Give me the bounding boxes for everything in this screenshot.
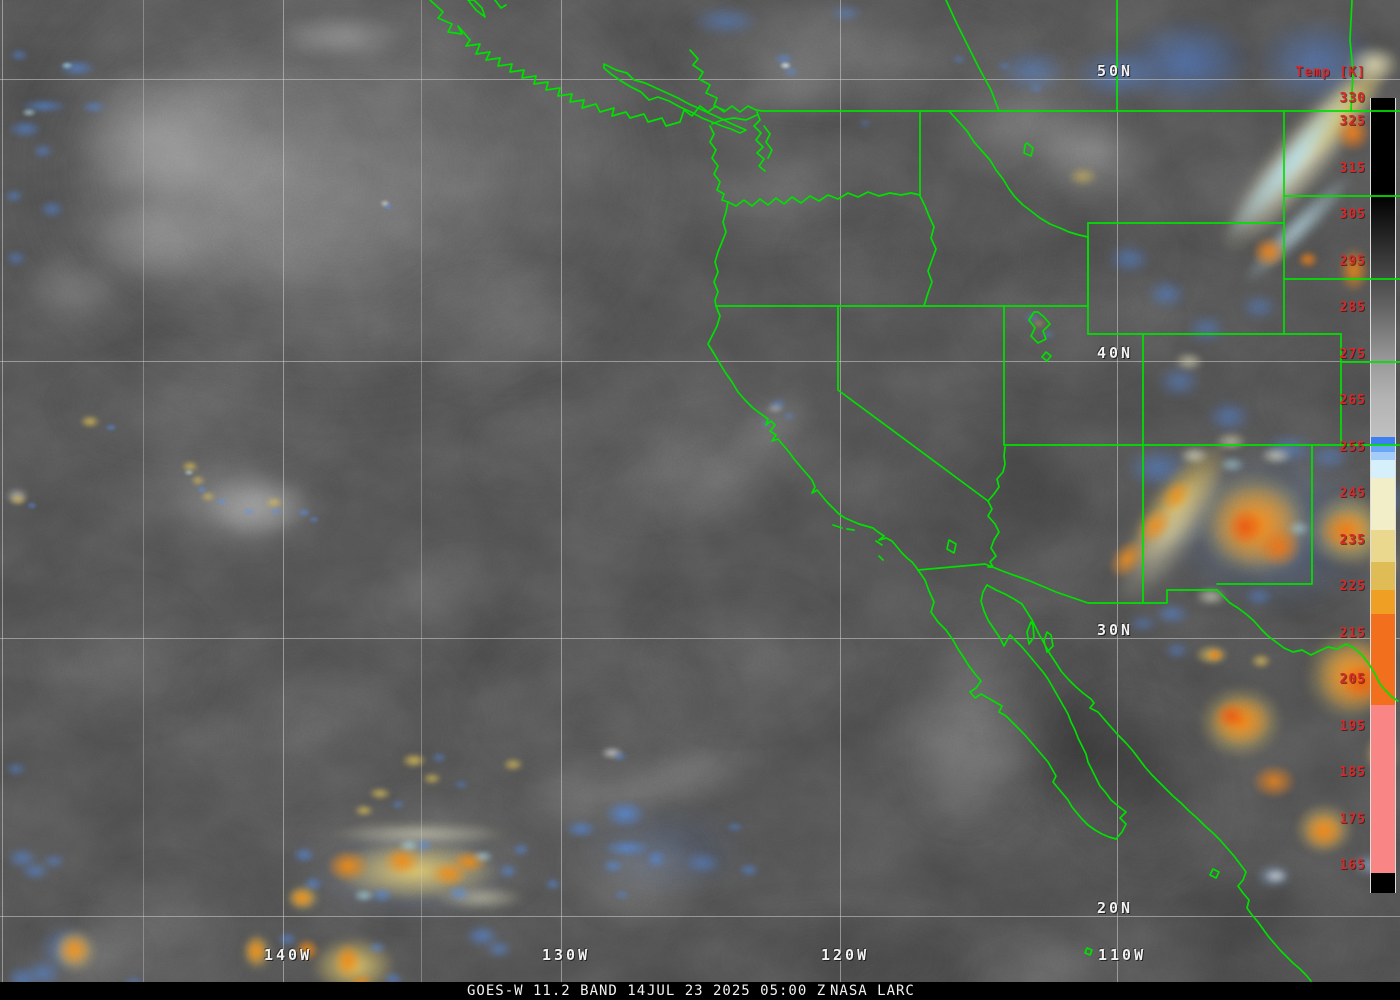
status-product: GOES-W 11.2 BAND 14	[467, 983, 647, 999]
colorbar-title: Temp [K]	[1295, 65, 1366, 80]
temperature-colorbar	[1370, 98, 1396, 893]
status-datetime: JUL 23 2025 05:00 Z	[647, 983, 827, 999]
status-bar: GOES-W 11.2 BAND 14 JUL 23 2025 05:00 Z …	[0, 982, 1400, 1000]
status-credit: NASA LARC	[830, 983, 915, 999]
